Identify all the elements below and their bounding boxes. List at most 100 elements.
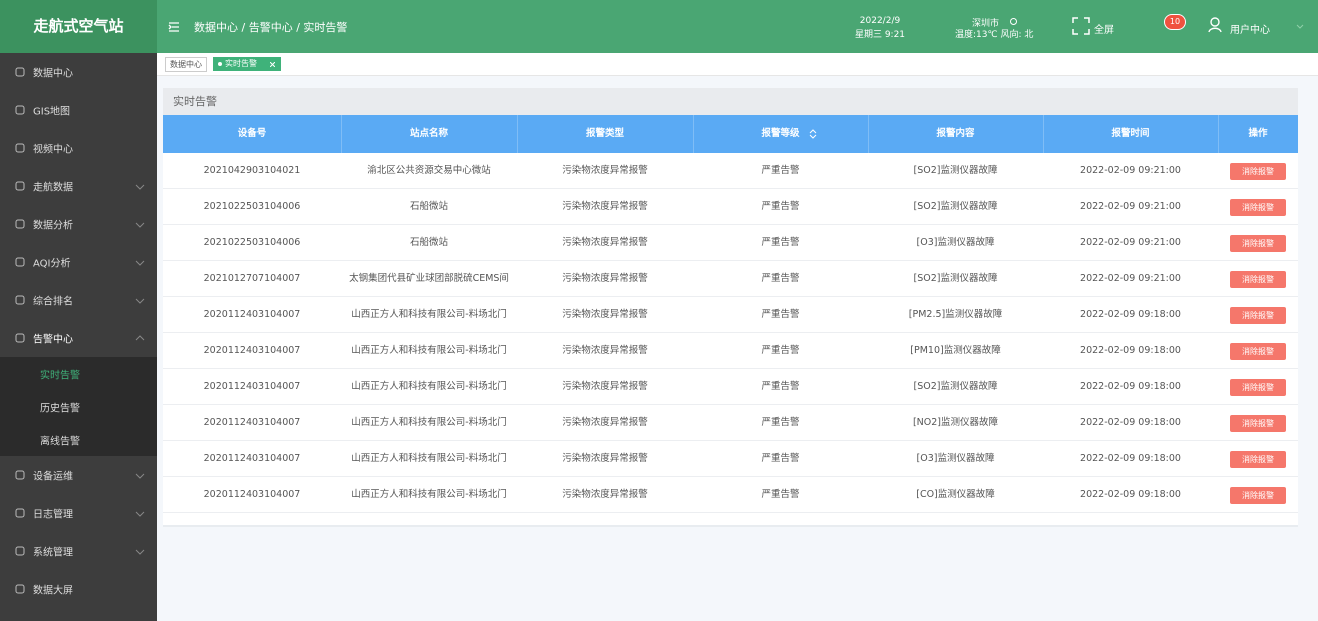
table-cell: 2022-02-09 09:18:00 — [1080, 417, 1181, 428]
top-bar: 走航式空气站 数据中心 / 告警中心 / 实时告警 2022/2/9 星期三 9… — [0, 0, 1318, 53]
menu-item[interactable]: 日志管理 — [0, 494, 157, 532]
sort-icon — [809, 129, 816, 139]
column-header: 操作 — [1248, 128, 1268, 139]
column-header[interactable]: 报警等级 — [761, 128, 800, 139]
table-cell: 污染物浓度异常报警 — [562, 165, 648, 176]
menu-icon — [15, 181, 25, 191]
fullscreen[interactable]: 全屏 — [1094, 25, 1114, 36]
table-cell: 严重告警 — [761, 165, 800, 176]
weekday-time: 星期三 9:21 — [854, 30, 906, 40]
menu-item[interactable]: 综合排名 — [0, 281, 157, 319]
table-cell: 2020112403104007 — [203, 417, 301, 428]
table-cell: 污染物浓度异常报警 — [562, 453, 648, 464]
table-cell: 严重告警 — [761, 381, 800, 392]
breadcrumb: 数据中心 / 告警中心 / 实时告警 — [194, 21, 348, 34]
tab[interactable]: 数据中心 — [165, 57, 207, 72]
submenu-item[interactable]: 离线告警 — [0, 423, 157, 456]
menu-item[interactable]: 视频中心 — [0, 129, 157, 167]
table-cell: 2022-02-09 09:21:00 — [1080, 237, 1181, 248]
table-cell: 污染物浓度异常报警 — [562, 237, 648, 248]
menu-icon — [15, 219, 25, 229]
clear-alarm-button[interactable]: 消除报警 — [1230, 271, 1286, 288]
table-cell: 2022-02-09 09:18:00 — [1080, 453, 1181, 464]
row-divider — [163, 332, 1298, 333]
table-cell: 2022-02-09 09:21:00 — [1080, 165, 1181, 176]
user-chevron — [1296, 24, 1304, 29]
menu-label: 告警中心 — [33, 334, 73, 346]
clear-alarm-button[interactable]: 消除报警 — [1230, 487, 1286, 504]
menu-chevron — [135, 260, 145, 266]
table-cell: 渝北区公共资源交易中心微站 — [367, 165, 491, 176]
table-cell: 山西正方人和科技有限公司-料场北门 — [351, 381, 507, 392]
submenu-item[interactable]: 实时告警 — [0, 357, 157, 390]
column-divider — [693, 115, 694, 153]
clear-alarm-button[interactable]: 消除报警 — [1230, 235, 1286, 252]
column-divider — [868, 115, 869, 153]
column-divider — [1043, 115, 1044, 153]
menu-item[interactable]: GIS地图 — [0, 91, 157, 129]
table-cell: [NO2]监测仪器故障 — [912, 417, 999, 428]
clear-alarm-button[interactable]: 消除报警 — [1230, 415, 1286, 432]
clear-alarm-button[interactable]: 消除报警 — [1230, 451, 1286, 468]
table-cell: 污染物浓度异常报警 — [562, 201, 648, 212]
fullscreen-icon[interactable] — [1072, 17, 1090, 35]
table-cell: [O3]监测仪器故障 — [916, 453, 995, 464]
table-cell: [SO2]监测仪器故障 — [913, 165, 998, 176]
menu-label: 走航数据 — [33, 182, 73, 194]
clear-alarm-button[interactable]: 消除报警 — [1230, 343, 1286, 360]
table-cell: [O3]监测仪器故障 — [916, 237, 995, 248]
submenu-label: 历史告警 — [40, 403, 80, 414]
menu-item[interactable]: 数据分析 — [0, 205, 157, 243]
clear-alarm-button[interactable]: 消除报警 — [1230, 199, 1286, 216]
table-cell: 石船微站 — [409, 237, 448, 248]
menu-item[interactable]: 系统管理 — [0, 532, 157, 570]
menu-item[interactable]: AQI分析 — [0, 243, 157, 281]
menu-icon — [15, 67, 25, 77]
table-cell: 2022-02-09 09:18:00 — [1080, 489, 1181, 500]
menu-chevron — [135, 511, 145, 517]
tab-active[interactable]: 实时告警 — [213, 57, 281, 71]
column-header: 报警类型 — [585, 128, 624, 139]
menu-icon — [15, 508, 25, 518]
menu-toggle[interactable] — [168, 21, 180, 33]
menu-item[interactable]: 数据大屏 — [0, 570, 157, 608]
table-cell: 2021022503104006 — [203, 201, 301, 212]
table-cell: 2020112403104007 — [203, 345, 301, 356]
row-divider — [163, 404, 1298, 405]
menu-chevron — [135, 222, 145, 228]
table-cell: 严重告警 — [761, 345, 800, 356]
menu-item[interactable]: 数据中心 — [0, 53, 157, 91]
menu-item[interactable]: 走航数据 — [0, 167, 157, 205]
table-cell: 污染物浓度异常报警 — [562, 273, 648, 284]
panel: 实时告警 设备号 站点名称 报警类型 报警等级 报警内容 报警时间 操作 2021042903… — [163, 88, 1298, 527]
row-divider — [163, 476, 1298, 477]
clear-alarm-button[interactable]: 消除报警 — [1230, 379, 1286, 396]
menu-icon — [15, 295, 25, 305]
submenu-item[interactable]: 历史告警 — [0, 390, 157, 423]
menu-item[interactable]: 告警中心 — [0, 319, 157, 357]
clear-alarm-button[interactable]: 消除报警 — [1230, 163, 1286, 180]
menu-icon — [15, 143, 25, 153]
column-header: 设备号 — [237, 128, 267, 139]
submenu-label: 实时告警 — [40, 370, 80, 381]
menu-label: GIS地图 — [33, 106, 71, 118]
table-cell: 2022-02-09 09:18:00 — [1080, 309, 1181, 320]
logo: 走航式空气站 — [0, 0, 157, 53]
column-header: 报警时间 — [1111, 128, 1150, 139]
tab-close[interactable] — [270, 62, 275, 67]
table-cell: [SO2]监测仪器故障 — [913, 273, 998, 284]
city: 深圳市 — [972, 19, 1000, 29]
table-cell: 2022-02-09 09:18:00 — [1080, 381, 1181, 392]
table-cell: 山西正方人和科技有限公司-料场北门 — [351, 309, 507, 320]
table-cell: 严重告警 — [761, 489, 800, 500]
table-header — [163, 115, 1298, 153]
clear-alarm-button[interactable]: 消除报警 — [1230, 307, 1286, 324]
menu-chevron — [135, 549, 145, 555]
menu-item[interactable]: 设备运维 — [0, 456, 157, 494]
sidebar: 数据中心 GIS地图视频中心走航数据数据分析 AQI分析 综合排名告警中心实时告警历史… — [0, 53, 157, 621]
menu-chevron — [135, 184, 145, 190]
user-center[interactable]: 用户中心 — [1230, 25, 1270, 36]
table-cell: 污染物浓度异常报警 — [562, 417, 648, 428]
user-icon[interactable] — [1208, 17, 1222, 33]
